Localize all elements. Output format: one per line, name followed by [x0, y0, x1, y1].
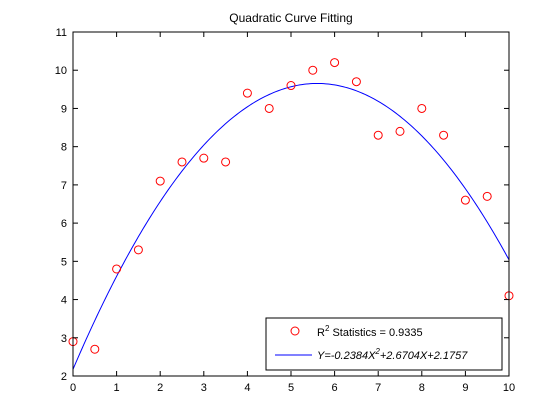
x-tick-label: 9 — [462, 382, 468, 394]
data-point — [221, 157, 231, 167]
data-point — [330, 58, 340, 68]
y-tick-label: 2 — [61, 371, 67, 383]
data-point — [308, 65, 318, 75]
data-point — [199, 153, 209, 163]
axis-ticks-layer: 0 1 2 3 4 5 6 7 8 9 10 2 3 4 5 6 7 8 9 10 11 — [55, 27, 515, 394]
data-point — [264, 103, 274, 113]
data-point — [439, 130, 449, 140]
legend: R2 Statistics = 0.9335 Y=-0.2384X2+2.670… — [265, 317, 503, 371]
y-tick-label: 8 — [61, 142, 67, 154]
y-tick-label: 11 — [56, 27, 67, 39]
legend-box — [265, 317, 503, 371]
chart-title: Quadratic Curve Fitting — [229, 11, 352, 25]
x-tick-label: 3 — [201, 382, 207, 394]
x-tick-label: 0 — [70, 382, 76, 394]
data-point — [177, 157, 187, 167]
x-tick-label: 7 — [375, 382, 381, 394]
y-tick-label: 5 — [61, 256, 67, 268]
x-tick-label: 10 — [503, 382, 515, 394]
data-point — [460, 195, 470, 205]
fit-curve-layer — [72, 82, 510, 370]
x-tick-label: 1 — [114, 382, 120, 394]
y-tick-label: 4 — [61, 295, 67, 307]
x-tick-label: 6 — [332, 382, 338, 394]
x-tick-label: 5 — [288, 382, 294, 394]
legend-marker-circle — [290, 326, 300, 336]
y-tick-label: 9 — [61, 103, 67, 115]
fit-curve — [72, 82, 510, 370]
y-tick-label: 10 — [55, 65, 67, 77]
y-tick-label: 6 — [61, 218, 67, 230]
y-tick-label: 7 — [61, 180, 67, 192]
data-point — [90, 344, 100, 354]
y-tick-label: 3 — [61, 333, 67, 345]
data-point — [133, 245, 143, 255]
data-point — [155, 176, 165, 186]
legend-entry-equation: Y=-0.2384X2+2.6704X+2.1757 — [317, 347, 468, 362]
data-point — [373, 130, 383, 140]
data-point — [482, 191, 492, 201]
data-points-layer — [68, 58, 514, 354]
data-point — [351, 77, 361, 87]
data-point — [395, 126, 405, 136]
x-tick-label: 8 — [419, 382, 425, 394]
data-point — [112, 264, 122, 274]
x-tick-label: 2 — [157, 382, 163, 394]
legend-entry-r2: R2 Statistics = 0.9335 — [317, 324, 423, 339]
data-point — [286, 81, 296, 91]
data-point — [417, 103, 427, 113]
data-point — [242, 88, 252, 98]
x-tick-label: 4 — [244, 382, 250, 394]
